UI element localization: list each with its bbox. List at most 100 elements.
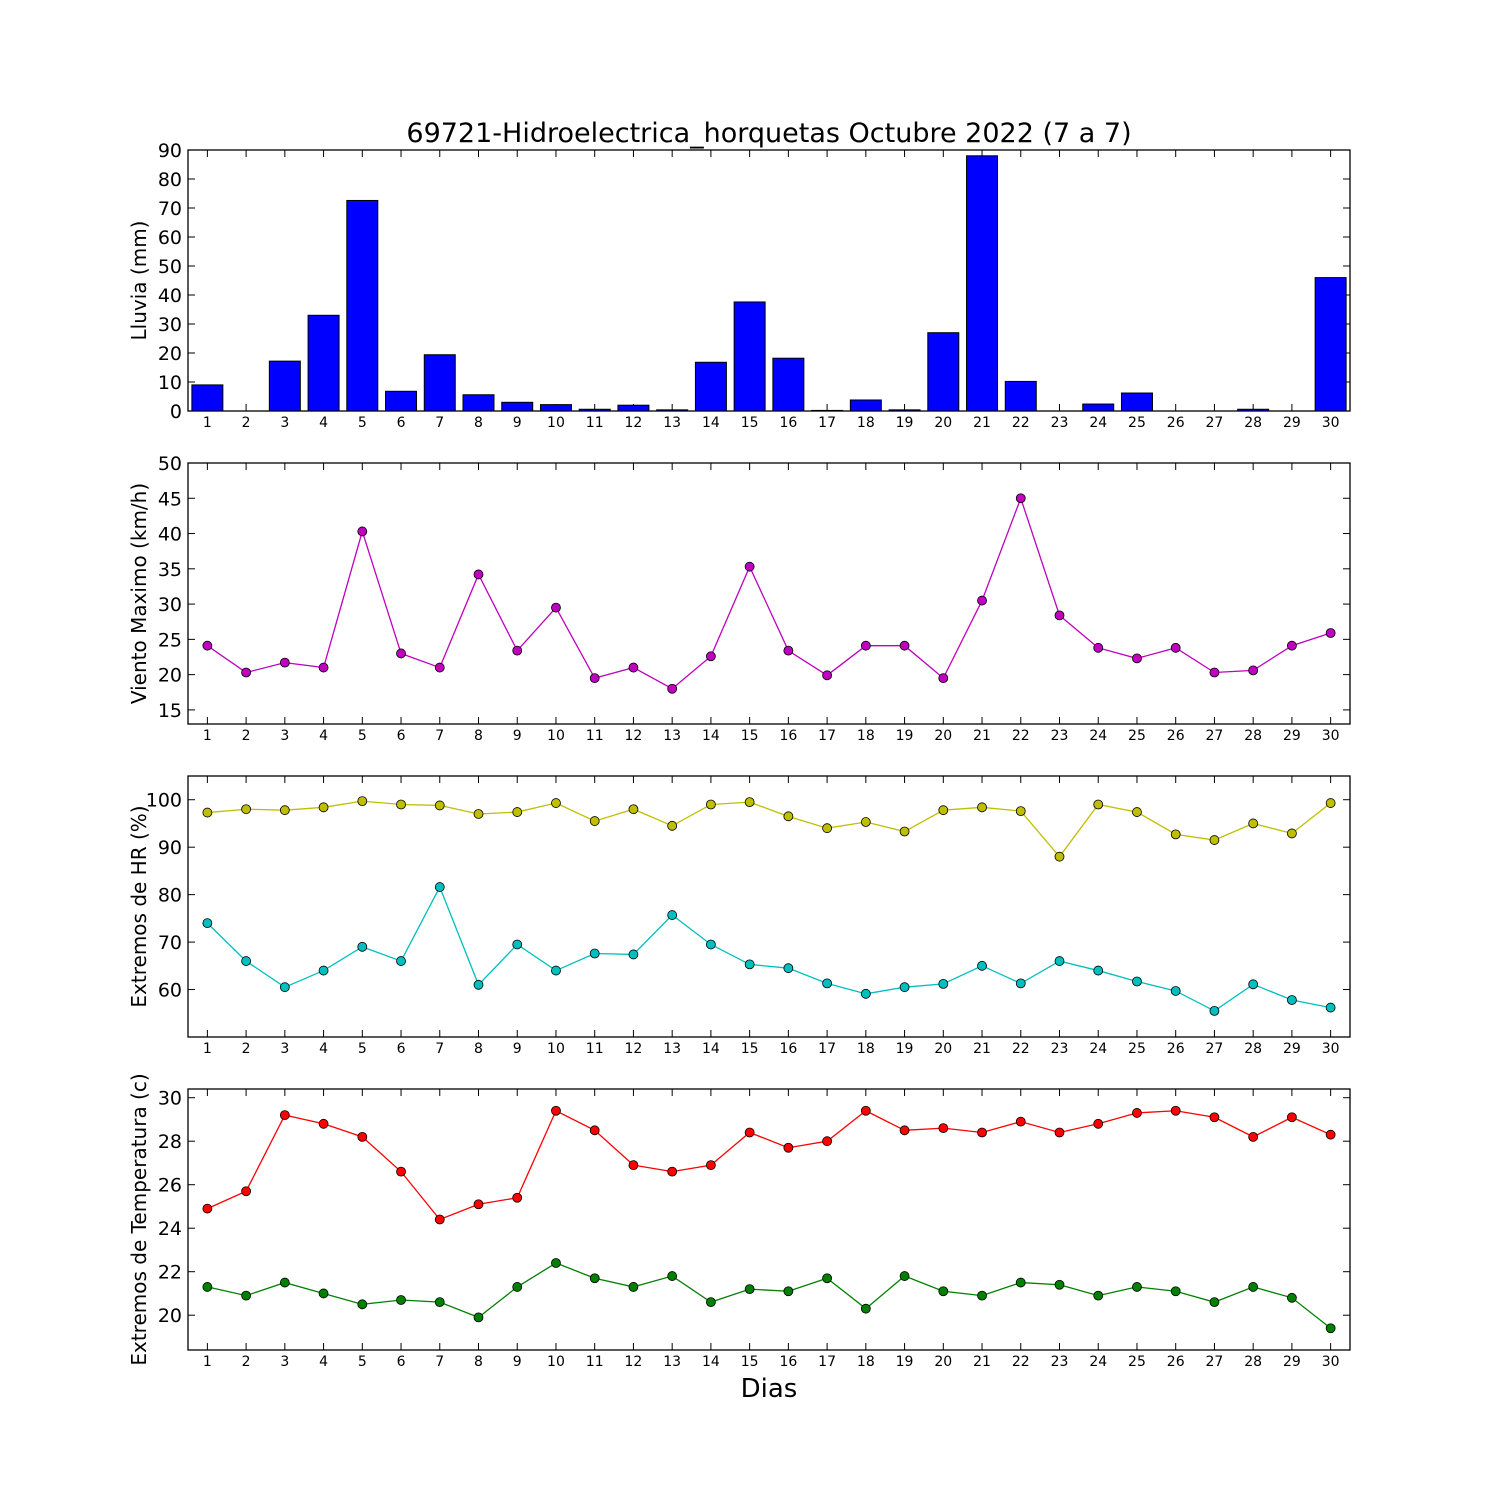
- wind-ytick-label: 50: [158, 453, 182, 475]
- temperature-series-point: [1132, 1108, 1142, 1118]
- humidity-series-point: [899, 826, 910, 837]
- rain-ytick-label: 80: [158, 169, 182, 191]
- humidity-xtick-label: 17: [818, 1041, 836, 1057]
- humidity-series-point: [783, 963, 794, 974]
- wind-xtick-label: 18: [857, 728, 875, 744]
- wind-xtick-label: 6: [397, 728, 406, 744]
- temperature-series-point: [628, 1282, 639, 1292]
- humidity-xtick-label: 1: [203, 1041, 212, 1057]
- humidity-series-point: [434, 800, 445, 811]
- rain-bar: [578, 408, 611, 412]
- wind-xtick-label: 19: [896, 728, 914, 744]
- humidity-xtick-label: 14: [702, 1041, 720, 1057]
- humidity-series-point: [1093, 965, 1104, 976]
- wind-series-point: [706, 651, 716, 662]
- rain-xtick-label: 20: [934, 415, 952, 431]
- wind-xtick-label: 1: [203, 728, 212, 744]
- wind-ytick-label: 30: [158, 594, 182, 616]
- temperature-series-point: [1015, 1277, 1026, 1288]
- humidity-ytick-label: 90: [158, 837, 182, 859]
- rain-bar: [268, 360, 301, 412]
- temperature-series-point: [899, 1125, 910, 1136]
- rain-xtick-label: 5: [358, 415, 367, 431]
- temperature-xtick-label: 10: [547, 1354, 565, 1370]
- humidity-series-point: [241, 804, 252, 815]
- rain-bar: [966, 155, 999, 412]
- temperature-series-point: [202, 1282, 213, 1292]
- humidity-series-point: [1287, 995, 1297, 1005]
- humidity-xtick-label: 5: [358, 1041, 367, 1057]
- temperature-series-point: [434, 1214, 445, 1225]
- rain-xtick-label: 7: [435, 415, 444, 431]
- wind-xtick-label: 16: [779, 728, 797, 744]
- rain-ytick-label: 40: [158, 285, 182, 307]
- humidity-series-point: [357, 796, 368, 807]
- rain-xtick-label: 13: [663, 415, 681, 431]
- temperature-xtick-label: 7: [435, 1354, 444, 1370]
- rain-ylabel: Lluvia (mm): [127, 221, 151, 341]
- humidity-xtick-label: 2: [242, 1041, 251, 1057]
- temperature-series-point: [279, 1277, 290, 1288]
- rain-bar: [694, 361, 727, 412]
- temperature-series-point: [512, 1282, 523, 1292]
- temperature-xtick-label: 21: [973, 1354, 991, 1370]
- wind-ylabel: Viento Maximo (km/h): [127, 483, 151, 704]
- humidity-series-point: [1248, 979, 1259, 990]
- wind-xtick-label: 27: [1206, 728, 1224, 744]
- temperature-xtick-label: 5: [358, 1354, 367, 1370]
- wind-xtick-label: 2: [242, 728, 251, 744]
- humidity-series-point: [628, 804, 639, 815]
- humidity-series-point: [628, 949, 639, 960]
- humidity-xtick-label: 23: [1051, 1041, 1069, 1057]
- wind-series-point: [822, 670, 832, 681]
- wind-ytick-label: 25: [158, 629, 182, 651]
- humidity-series-point: [706, 939, 716, 950]
- humidity-series-line: [207, 800, 1332, 858]
- temperature-xtick-label: 19: [896, 1354, 914, 1370]
- wind-xtick-label: 30: [1322, 728, 1340, 744]
- humidity-xtick-label: 30: [1322, 1041, 1340, 1057]
- rain-bar: [539, 404, 572, 412]
- temperature-series-point: [783, 1142, 794, 1153]
- humidity-xtick-label: 7: [435, 1041, 444, 1057]
- humidity-series-point: [1325, 1002, 1336, 1013]
- temperature-series-point: [860, 1105, 871, 1116]
- rain-ytick-label: 0: [170, 401, 182, 423]
- rain-bar: [888, 409, 921, 412]
- humidity-xtick-label: 11: [586, 1041, 604, 1057]
- x-axis-label: Dias: [741, 1374, 798, 1404]
- humidity-series-point: [1015, 978, 1026, 989]
- temperature-xtick-label: 26: [1167, 1354, 1185, 1370]
- wind-series-point: [667, 683, 678, 694]
- humidity-xtick-label: 28: [1244, 1041, 1262, 1057]
- humidity-xtick-label: 27: [1206, 1041, 1224, 1057]
- humidity-series-point: [744, 959, 755, 970]
- rain-xtick-label: 22: [1012, 415, 1030, 431]
- temperature-xtick-label: 29: [1283, 1354, 1301, 1370]
- wind-series-point: [434, 662, 445, 673]
- temperature-series-point: [744, 1284, 755, 1294]
- temperature-series-point: [357, 1131, 368, 1142]
- humidity-series-point: [667, 820, 678, 831]
- wind-xtick-label: 29: [1283, 728, 1301, 744]
- humidity-series-point: [1054, 956, 1065, 966]
- rain-xtick-label: 19: [896, 415, 914, 431]
- temperature-series-point: [279, 1110, 290, 1120]
- humidity-series-point: [744, 797, 755, 807]
- rain-bar: [927, 332, 960, 412]
- humidity-xtick-label: 25: [1128, 1041, 1146, 1057]
- wind-series-point: [628, 662, 639, 673]
- humidity-series-point: [202, 807, 213, 818]
- wind-series-point: [1170, 642, 1181, 653]
- humidity-xtick-label: 22: [1012, 1041, 1030, 1057]
- wind-xtick-label: 25: [1128, 728, 1146, 744]
- temperature-series-point: [628, 1160, 639, 1171]
- temperature-xtick-label: 22: [1012, 1354, 1030, 1370]
- temperature-series-point: [1287, 1112, 1297, 1123]
- wind-series-point: [1093, 642, 1104, 653]
- humidity-series-point: [512, 939, 523, 950]
- temperature-series-point: [318, 1118, 329, 1129]
- temperature-series-point: [589, 1273, 600, 1284]
- rain-xtick-label: 23: [1051, 415, 1069, 431]
